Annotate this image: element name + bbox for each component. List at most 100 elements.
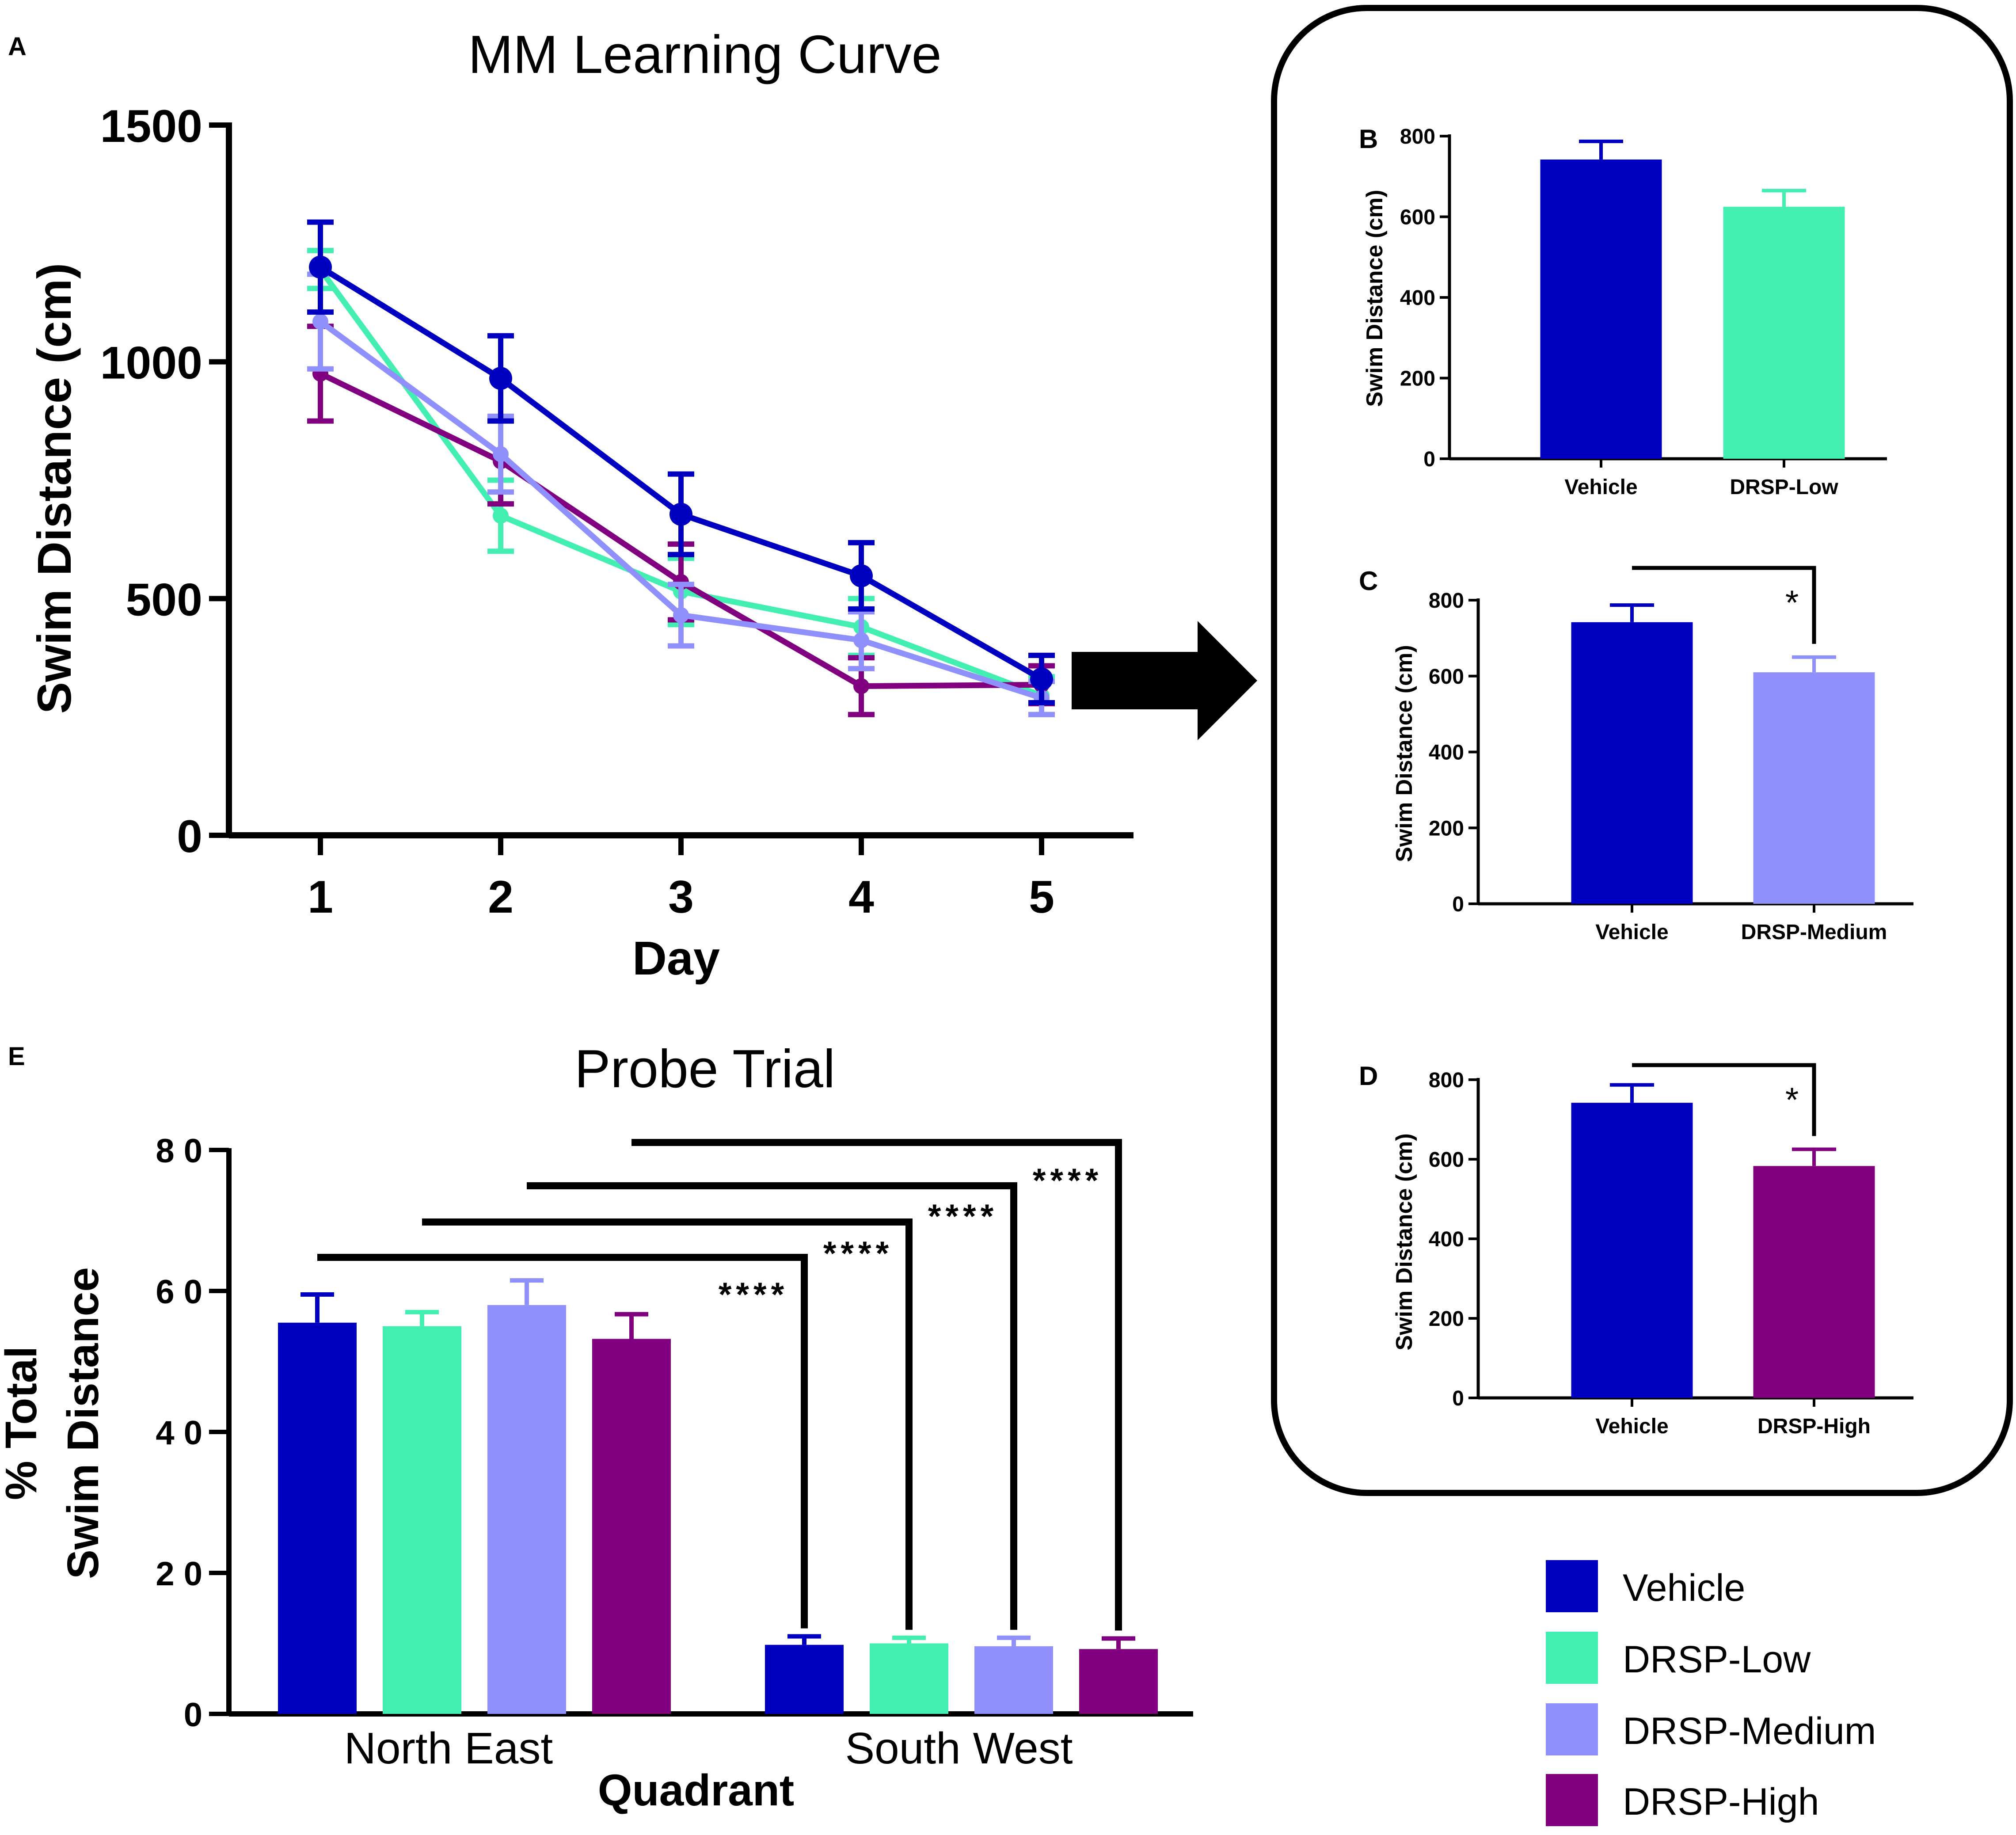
data-point-vehicle [1030, 667, 1053, 691]
y-tick-label: 0 [1452, 1387, 1464, 1410]
significance-label: **** [823, 1235, 893, 1272]
data-point-vehicle [669, 503, 692, 526]
panel-e-y-tick-label: 2 0 [156, 1555, 202, 1593]
panel-e-y-tick-label: 4 0 [156, 1414, 202, 1452]
panel-e-x-tick-label: North East [344, 1724, 553, 1773]
bar-drsp-high [592, 1339, 671, 1714]
panel-b-label: B [1359, 124, 1378, 154]
bar-drsp-low [1723, 206, 1845, 459]
legend-label: DRSP-Medium [1623, 1710, 1876, 1752]
legend-label: Vehicle [1623, 1567, 1745, 1609]
significance-bracket [317, 1254, 808, 1629]
y-tick-label: 200 [1429, 1307, 1464, 1331]
bar-vehicle [1540, 159, 1662, 459]
y-tick-label: 400 [1400, 286, 1435, 310]
x-tick-label: DRSP-High [1757, 1415, 1871, 1438]
bar-drsp-medium [487, 1305, 566, 1714]
significance-bracket [422, 1218, 913, 1630]
panel-e-probe-trial: E Probe Trial % Total Swim Distance Quad… [0, 1039, 1193, 1815]
bar-drsp-low [383, 1326, 461, 1714]
panel-a-y-axis-label: Swim Distance (cm) [27, 263, 81, 714]
data-point-drsp-low [493, 507, 509, 524]
bar-vehicle [765, 1645, 844, 1714]
bar-vehicle [1571, 1103, 1693, 1398]
panel-a-y-tick-label: 0 [177, 811, 202, 862]
y-tick-label: 0 [1423, 448, 1435, 471]
legend: Vehicle DRSP-Low DRSP-Medium DRSP-High [1546, 1560, 1876, 1826]
bar-vehicle [1571, 622, 1693, 904]
panel-a-y-tick-label: 1500 [100, 101, 202, 152]
panel-a-y-tick-label: 500 [126, 574, 202, 625]
significance-bracket [1632, 1063, 1816, 1136]
panel-d-bar-chart: D Swim Distance (cm) 0 200 400 600 800 Vehicl… [1359, 1061, 1913, 1438]
panel-e-title: Probe Trial [574, 1039, 835, 1099]
panel-bcd-frame [1271, 5, 2013, 1496]
x-tick-label: Vehicle [1595, 921, 1668, 944]
significance-label: * [1785, 1080, 1799, 1119]
y-tick-label: 0 [1452, 893, 1464, 916]
y-tick-label: 200 [1400, 367, 1435, 391]
panel-a-learning-curve: A MM Learning Curve Swim Distance (cm) D… [8, 24, 1134, 985]
bar-drsp-medium [1753, 672, 1875, 904]
panel-e-y-tick-label: 0 [184, 1696, 202, 1734]
y-tick-label: 200 [1429, 817, 1464, 840]
y-tick-label: 400 [1429, 1228, 1464, 1251]
legend-swatch-drsp-medium [1546, 1703, 1598, 1755]
data-point-vehicle [850, 564, 873, 587]
legend-label: DRSP-Low [1623, 1638, 1811, 1681]
x-tick-label: Vehicle [1595, 1415, 1668, 1438]
data-point-vehicle [309, 255, 332, 279]
panel-e-y-tick-label: 8 0 [156, 1132, 202, 1170]
y-tick-label: 800 [1429, 589, 1464, 613]
significance-bracket [527, 1182, 1017, 1630]
y-tick-label: 800 [1400, 125, 1435, 148]
legend-swatch-drsp-high [1546, 1774, 1598, 1826]
x-tick-label: DRSP-Medium [1741, 921, 1887, 944]
panel-d-y-axis-label: Swim Distance (cm) [1392, 1133, 1417, 1350]
panel-e-x-axis-label: Quadrant [598, 1766, 794, 1815]
panel-a-x-tick-label: 3 [668, 872, 694, 923]
panel-e-y-axis-label-line1: % Total [0, 1346, 46, 1500]
panel-e-y-tick-label: 6 0 [156, 1273, 202, 1311]
panel-a-title: MM Learning Curve [468, 24, 941, 84]
panel-e-y-axis-label-line2: Swim Distance [58, 1267, 108, 1579]
data-point-drsp-medium [493, 446, 509, 462]
y-tick-label: 600 [1429, 665, 1464, 689]
significance-label: **** [928, 1198, 998, 1235]
panel-a-x-tick-label: 5 [1029, 872, 1054, 923]
data-point-drsp-medium [673, 607, 689, 623]
x-tick-label: Vehicle [1564, 476, 1637, 499]
legend-swatch-vehicle [1546, 1560, 1598, 1612]
x-tick-label: DRSP-Low [1730, 476, 1838, 499]
y-tick-label: 600 [1400, 206, 1435, 229]
significance-label: * [1785, 583, 1799, 622]
significance-label: **** [719, 1276, 788, 1313]
legend-swatch-drsp-low [1546, 1632, 1598, 1684]
y-tick-label: 600 [1429, 1148, 1464, 1172]
bar-vehicle [278, 1322, 357, 1714]
significance-label: **** [1033, 1162, 1103, 1199]
panel-b-y-axis-label: Swim Distance (cm) [1362, 190, 1388, 407]
y-tick-label: 400 [1429, 741, 1464, 765]
panel-e-label: E [8, 1042, 25, 1071]
panel-a-label: A [8, 32, 27, 61]
panel-c-label: C [1359, 566, 1378, 596]
significance-bracket [631, 1139, 1122, 1631]
significance-bracket [1632, 566, 1816, 644]
panel-c-y-axis-label: Swim Distance (cm) [1392, 645, 1417, 862]
panel-e-x-tick-label: South West [845, 1724, 1073, 1773]
bar-drsp-high [1753, 1166, 1875, 1398]
panel-a-x-tick-label: 4 [848, 872, 874, 923]
panel-b-bar-chart: B Swim Distance (cm) 0 200 400 600 800 Vehicl… [1359, 124, 1887, 499]
panel-a-x-tick-label: 1 [308, 872, 333, 923]
panel-a-x-axis-label: Day [632, 931, 720, 985]
arrow-icon [1072, 621, 1257, 740]
panel-d-label: D [1359, 1061, 1378, 1091]
data-point-vehicle [489, 367, 512, 390]
bar-drsp-low [870, 1643, 948, 1714]
data-point-drsp-high [853, 678, 869, 694]
bar-drsp-high [1079, 1649, 1158, 1714]
legend-label: DRSP-High [1623, 1781, 1819, 1823]
panel-a-x-tick-label: 2 [488, 872, 514, 923]
